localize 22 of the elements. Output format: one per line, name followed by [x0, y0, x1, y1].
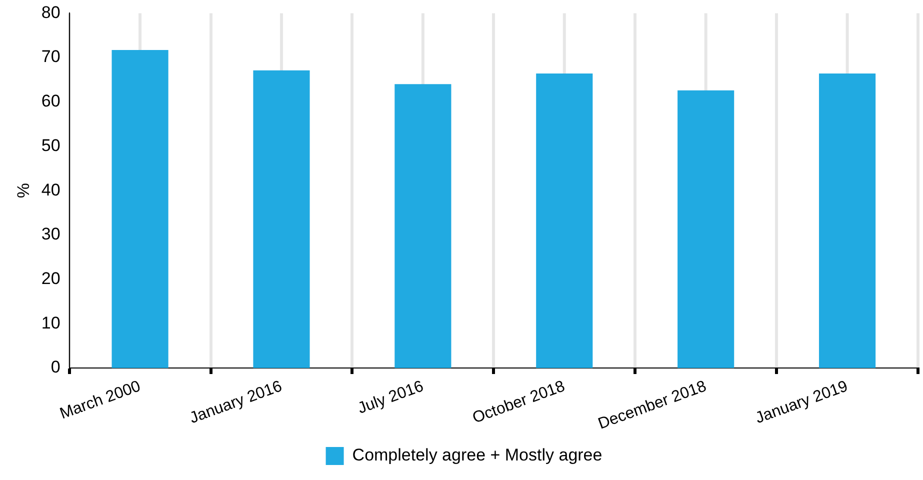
- y-tick-label: 30: [41, 224, 60, 244]
- y-tick-label: 50: [41, 136, 60, 155]
- y-tick-label: 20: [41, 269, 60, 288]
- bar: [394, 84, 452, 368]
- y-tick-label: 70: [41, 47, 60, 66]
- x-tick-label: January 2016: [188, 378, 284, 428]
- bar: [678, 90, 734, 368]
- bar: [253, 70, 310, 368]
- y-tick-label: 0: [50, 358, 60, 377]
- y-tick-label: 10: [41, 313, 60, 332]
- bar: [112, 50, 168, 368]
- y-tick-label: 80: [41, 2, 60, 22]
- y-axis-title: %: [14, 183, 33, 198]
- x-tick-label: January 2019: [753, 378, 850, 428]
- legend-label: Completely agree + Mostly agree: [352, 446, 602, 465]
- x-tick-label: October 2018: [470, 378, 568, 428]
- x-tick-label: March 2000: [58, 378, 143, 423]
- y-tick-label: 60: [41, 92, 60, 111]
- y-tick-label: 40: [41, 180, 60, 200]
- bar: [818, 74, 876, 368]
- x-tick-label: July 2016: [356, 378, 426, 418]
- bar: [536, 74, 593, 368]
